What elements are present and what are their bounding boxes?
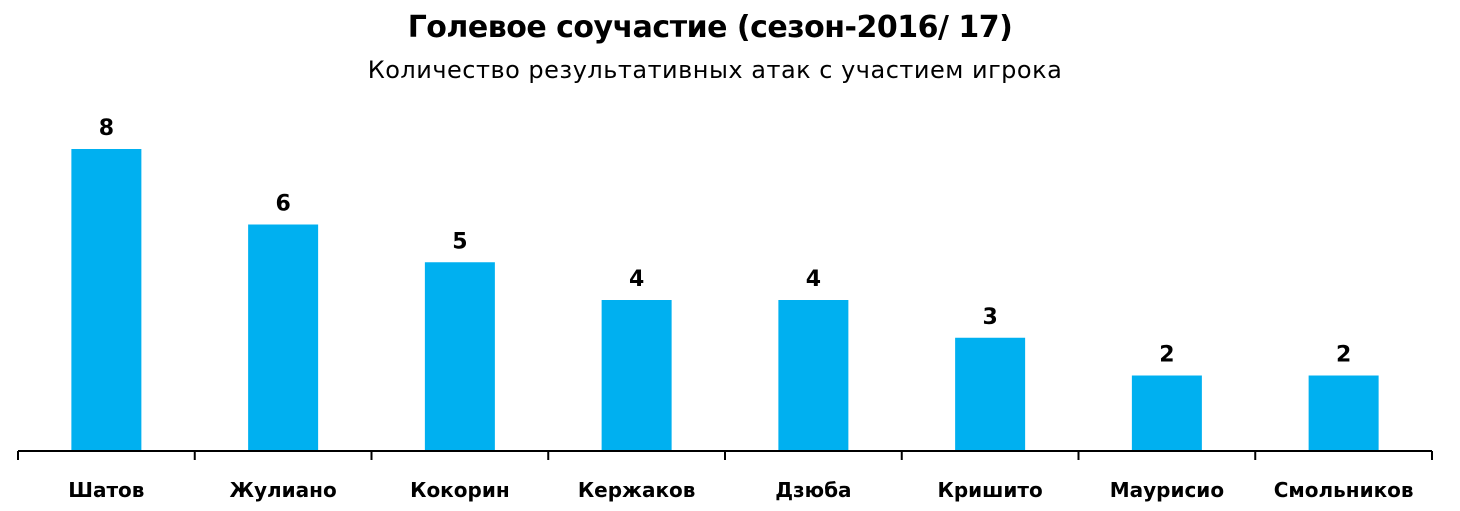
x-tick-label: Кришито (937, 478, 1042, 502)
bar-value-label: 4 (629, 267, 644, 292)
bar-value-label: 6 (275, 192, 290, 217)
bar (778, 300, 849, 451)
bar (424, 262, 495, 451)
bar-value-label: 2 (1159, 343, 1174, 368)
x-tick-label: Смольников (1274, 478, 1414, 502)
x-tick-label: Кокорин (410, 478, 510, 502)
bar (601, 300, 672, 451)
x-tick-label: Жулиано (230, 478, 337, 502)
chart-title: Голевое соучастие (сезон-2016/ 17) (407, 10, 1013, 45)
bar (1131, 375, 1202, 451)
bar-value-label: 4 (806, 267, 821, 292)
x-tick-label: Дзюба (775, 478, 851, 502)
bar-value-label: 5 (452, 229, 467, 254)
x-tick-label: Шатов (68, 478, 144, 502)
bar (955, 337, 1026, 451)
bar (248, 224, 319, 451)
bar (1308, 375, 1379, 451)
bar-value-label: 3 (982, 305, 997, 330)
x-axis (17, 450, 1433, 460)
bars-group (71, 149, 1379, 451)
bar (71, 149, 142, 451)
bar-value-label: 2 (1336, 343, 1351, 368)
x-tick-label: Маурисио (1110, 478, 1224, 502)
bar-value-label: 8 (99, 116, 114, 141)
x-tick-labels-group: Шатов Жулиано Кокорин Кержаков Дзюба Кришито М… (68, 478, 1413, 502)
chart-subtitle: Количество результативных атак с участие… (367, 56, 1063, 84)
x-tick-label: Кержаков (578, 478, 696, 502)
value-labels-group: 8 6 5 4 4 3 2 2 (99, 116, 1352, 368)
